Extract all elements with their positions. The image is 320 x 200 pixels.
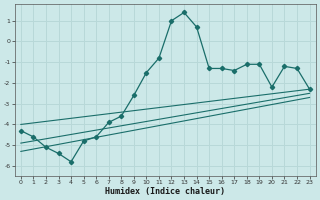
X-axis label: Humidex (Indice chaleur): Humidex (Indice chaleur) bbox=[105, 187, 225, 196]
